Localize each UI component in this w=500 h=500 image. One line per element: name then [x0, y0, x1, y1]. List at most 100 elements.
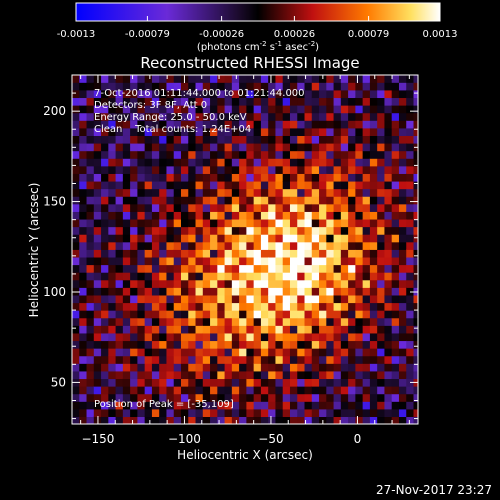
heatmap-cell [275, 340, 284, 349]
heatmap-cell [79, 386, 88, 395]
heatmap-cell [362, 249, 371, 258]
heatmap-cell [355, 264, 364, 273]
heatmap-cell [180, 355, 189, 364]
heatmap-cell [268, 173, 277, 182]
heatmap-cell [362, 173, 371, 182]
heatmap-cell [319, 363, 327, 372]
heatmap-cell [202, 401, 211, 410]
heatmap-cell [384, 393, 393, 402]
heatmap-cell [275, 348, 284, 357]
heatmap-cell [180, 401, 189, 410]
heatmap-cell [173, 165, 182, 174]
heatmap-cell [224, 294, 233, 304]
heatmap-cell [130, 165, 138, 174]
heatmap-cell [239, 211, 247, 220]
heatmap-cell [79, 120, 88, 129]
heatmap-cell [151, 150, 160, 159]
heatmap-cell [355, 355, 364, 364]
heatmap-cell [275, 302, 284, 311]
heatmap-cell [239, 370, 247, 380]
heatmap-cell [224, 317, 233, 326]
heatmap-cell [188, 264, 197, 273]
heatmap-cell [340, 332, 349, 342]
heatmap-cell [188, 256, 197, 266]
heatmap-cell [253, 127, 262, 136]
heatmap-cell [144, 158, 153, 167]
heatmap-cell [362, 188, 371, 197]
heatmap-cell [369, 332, 378, 342]
heatmap-cell [231, 393, 240, 402]
heatmap-cell [188, 158, 197, 167]
heatmap-cell [355, 294, 364, 304]
heatmap-cell [231, 302, 240, 311]
heatmap-cell [79, 355, 88, 364]
heatmap-cell [268, 272, 277, 281]
heatmap-cell [253, 317, 262, 326]
heatmap-cell [268, 75, 277, 83]
heatmap-cell [115, 416, 124, 424]
heatmap-cell [93, 188, 102, 197]
heatmap-cell [311, 287, 320, 296]
heatmap-cell [195, 294, 204, 304]
heatmap-cell [297, 348, 306, 357]
heatmap-cell [289, 120, 298, 129]
heatmap-cell [304, 226, 313, 235]
heatmap-cell [406, 203, 415, 212]
heatmap-cell [86, 120, 95, 129]
heatmap-cell [108, 294, 117, 304]
heatmap-cell [166, 340, 175, 349]
heatmap-cell [239, 112, 247, 121]
heatmap-cell [93, 302, 102, 311]
colorbar-tick-label: -0.0013 [57, 29, 96, 40]
heatmap-cell [413, 158, 418, 167]
heatmap-cell [72, 287, 80, 296]
heatmap-cell [195, 105, 204, 114]
heatmap-cell [275, 241, 284, 250]
heatmap-cell [246, 317, 255, 326]
heatmap-cell [159, 393, 168, 402]
heatmap-cell [268, 363, 277, 372]
heatmap-cell [413, 75, 418, 83]
heatmap-cell [210, 218, 218, 228]
heatmap-cell [173, 97, 182, 106]
heatmap-cell [144, 97, 153, 106]
heatmap-cell [224, 249, 233, 258]
heatmap-cell [108, 386, 117, 395]
heatmap-cell [340, 378, 349, 387]
heatmap-cell [72, 393, 80, 402]
heatmap-cell [130, 75, 138, 83]
heatmap-cell [195, 82, 204, 91]
heatmap-cell [348, 264, 356, 273]
heatmap-cell [202, 165, 211, 174]
heatmap-cell [268, 218, 277, 228]
heatmap-cell [253, 89, 262, 99]
heatmap-cell [406, 226, 415, 235]
heatmap-cell [311, 378, 320, 387]
heatmap-cell [231, 89, 240, 99]
annotation-energy: Energy Range: 25.0 - 50.0 keV [94, 112, 247, 123]
heatmap-cell [362, 408, 371, 418]
heatmap-cell [130, 241, 138, 250]
heatmap-cell [282, 234, 291, 243]
heatmap-cell [304, 196, 313, 205]
heatmap-cell [340, 135, 349, 144]
heatmap-cell [348, 226, 356, 235]
heatmap-cell [108, 393, 117, 402]
heatmap-cell [217, 196, 226, 205]
heatmap-cell [101, 279, 109, 288]
heatmap-cell [333, 97, 342, 106]
heatmap-cell [108, 416, 117, 424]
heatmap-cell [239, 325, 247, 334]
heatmap-cell [202, 287, 211, 296]
heatmap-cell [72, 355, 80, 364]
heatmap-cell [79, 332, 88, 342]
heatmap-cell [202, 272, 211, 281]
heatmap-cell [398, 279, 407, 288]
heatmap-cell [210, 89, 218, 99]
heatmap-cell [180, 203, 189, 212]
heatmap-cell [311, 393, 320, 402]
heatmap-cell [377, 226, 386, 235]
heatmap-cell [246, 196, 255, 205]
heatmap-cell [369, 127, 378, 136]
heatmap-cell [348, 211, 356, 220]
